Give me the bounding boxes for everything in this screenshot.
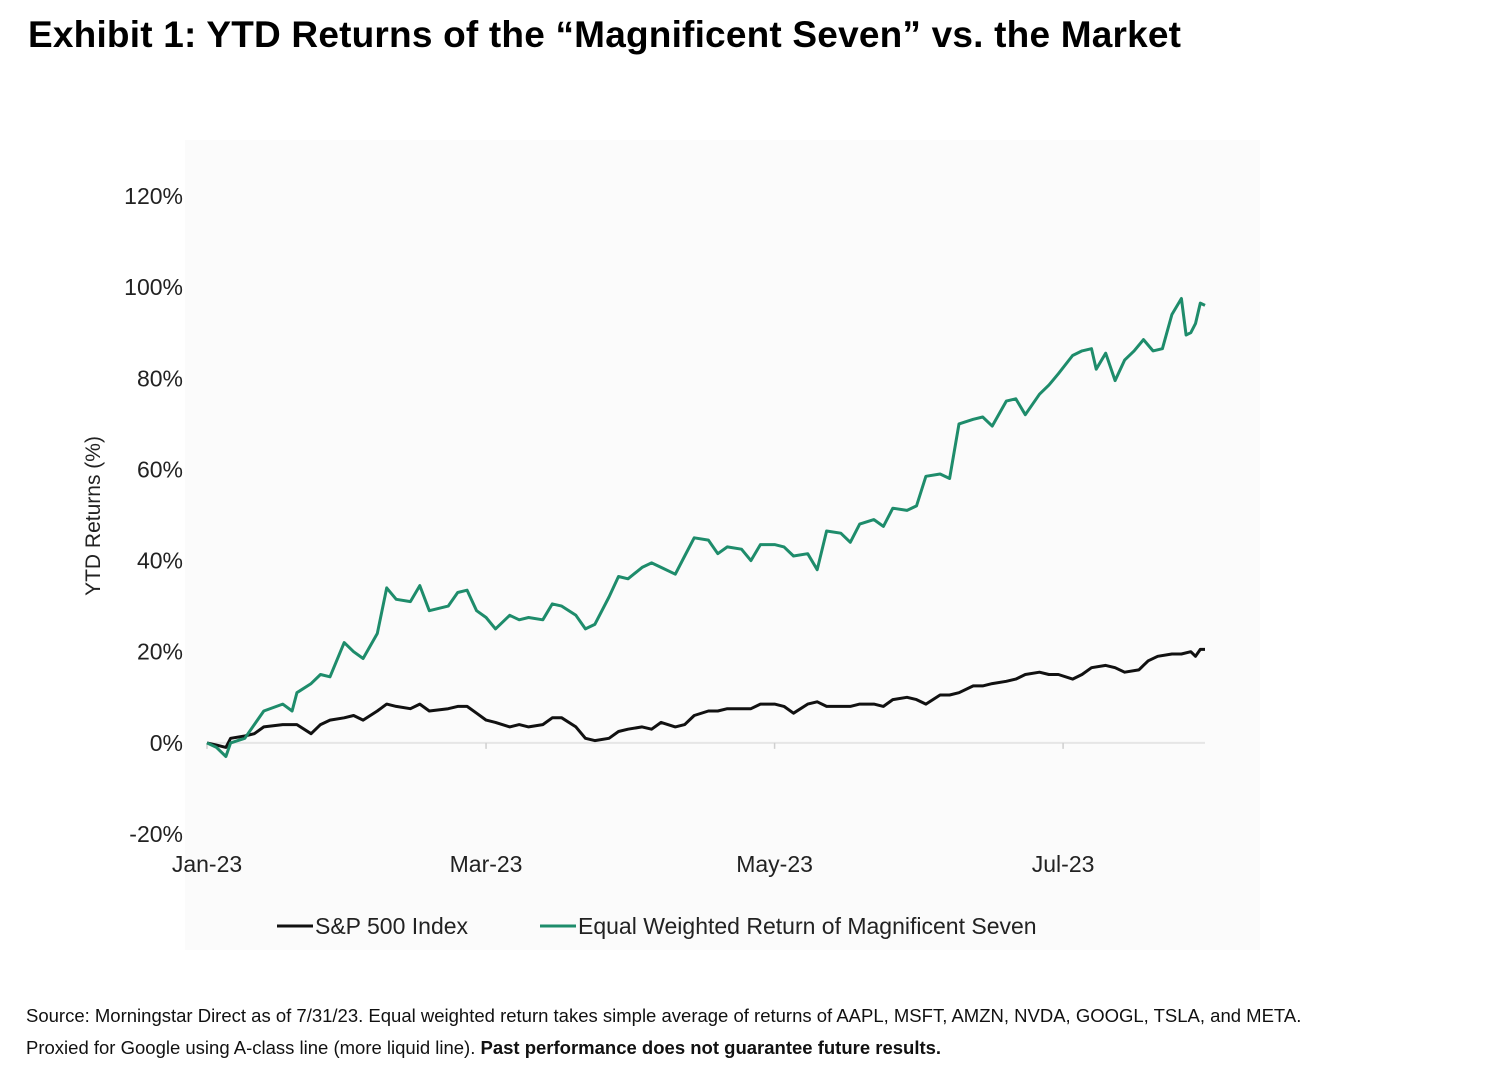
x-tick-label: Mar-23 — [450, 851, 523, 877]
x-tick-label: Jan-23 — [172, 851, 242, 877]
y-tick-label: 20% — [137, 639, 183, 665]
legend-label: S&P 500 Index — [315, 913, 469, 939]
x-tick-label: May-23 — [736, 851, 813, 877]
footnote-line-1: Source: Morningstar Direct as of 7/31/23… — [26, 1005, 1302, 1026]
y-tick-label: 80% — [137, 365, 183, 391]
footnote-line-2: Proxied for Google using A-class line (m… — [26, 1032, 1486, 1064]
x-tick-label: Jul-23 — [1032, 851, 1095, 877]
footnote-disclaimer: Past performance does not guarantee futu… — [480, 1037, 942, 1058]
source-footnote: Source: Morningstar Direct as of 7/31/23… — [26, 1000, 1486, 1064]
footnote-plain: Proxied for Google using A-class line (m… — [26, 1037, 481, 1058]
y-tick-label: 100% — [124, 274, 183, 300]
plot-background — [185, 140, 1260, 950]
series-line-sp500 — [206, 647, 1205, 749]
y-axis-label: YTD Returns (%) — [82, 436, 105, 596]
line-chart: 120% 100% 80% 60% 40% 20% 0% -20% Jan-23 Mar-23 M… — [82, 140, 1260, 950]
legend-label: Equal Weighted Return of Magnificent Sev… — [578, 913, 1037, 939]
series-line-mag7 — [206, 297, 1206, 758]
y-tick-label: 0% — [150, 730, 183, 756]
y-tick-label: -20% — [129, 821, 183, 847]
y-tick-label: 40% — [137, 548, 183, 574]
page-title: Exhibit 1: YTD Returns of the “Magnifice… — [28, 14, 1182, 55]
y-tick-label: 60% — [137, 456, 183, 482]
y-tick-label: 120% — [124, 183, 183, 209]
